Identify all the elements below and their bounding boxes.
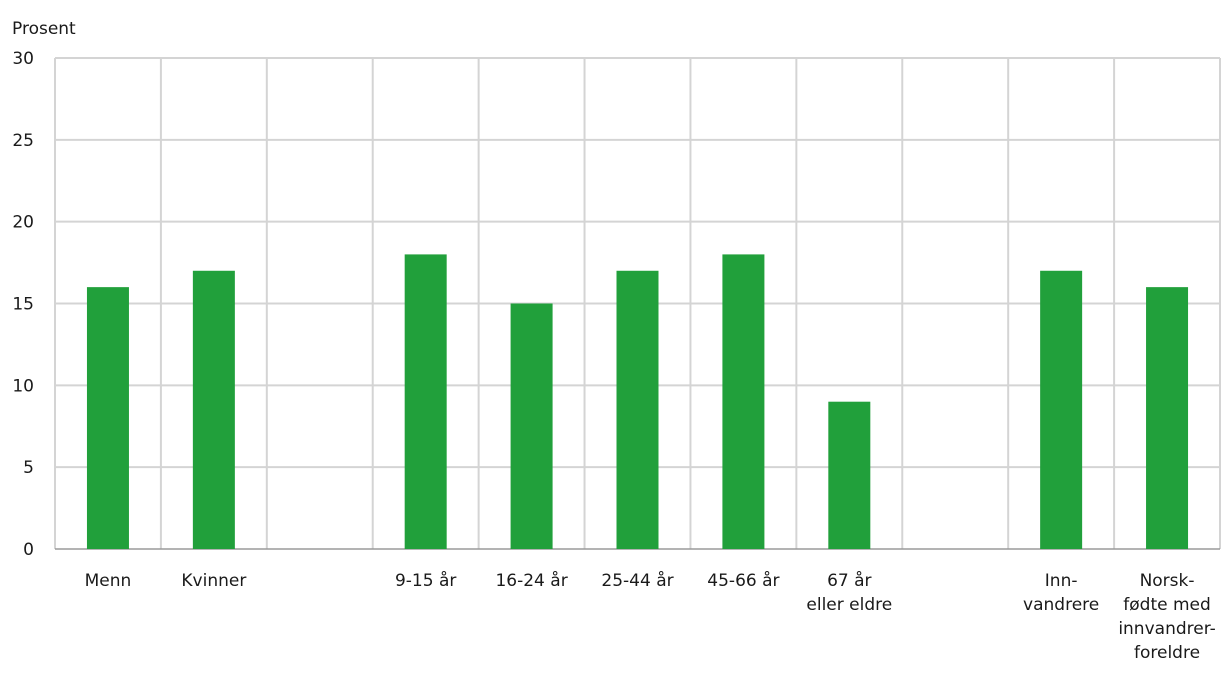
x-axis-labels: Menn Kvinner 9-15 år 16-24 år 25-44 år 45-66 … (85, 570, 1216, 663)
y-tick-label: 10 (12, 376, 34, 396)
x-category-label: Inn-vandrere (1023, 571, 1099, 615)
bar (1040, 270, 1083, 549)
x-category-label: Menn (85, 571, 132, 591)
gridlines (54, 57, 1221, 550)
bar (1146, 287, 1189, 549)
y-tick-label: 5 (23, 458, 34, 478)
bar (404, 254, 447, 549)
y-tick-label: 20 (12, 213, 34, 233)
bar (828, 401, 871, 549)
y-tick-label: 30 (12, 49, 34, 69)
x-category-label: Kvinner (181, 571, 246, 591)
bar (722, 254, 765, 549)
x-category-label: 25-44 år (601, 570, 673, 591)
x-category-label: 9-15 år (395, 570, 456, 591)
y-tick-label: 25 (12, 131, 34, 151)
x-category-label: 16-24 år (495, 570, 567, 591)
bar (616, 270, 659, 549)
x-category-label: 67 år eller eldre (806, 570, 892, 615)
bar (86, 287, 129, 549)
y-axis-unit-label: Prosent (12, 19, 76, 39)
bar (192, 270, 235, 549)
bar (510, 303, 553, 549)
x-category-label: 45-66 år (707, 570, 779, 591)
y-tick-label: 0 (23, 540, 34, 560)
x-category-label: Norsk-fødte med innvandrer-foreldre (1118, 571, 1215, 663)
y-tick-label: 15 (12, 295, 34, 315)
y-axis-ticks: 0 5 10 15 20 25 30 (12, 49, 34, 560)
bars (86, 254, 1189, 549)
